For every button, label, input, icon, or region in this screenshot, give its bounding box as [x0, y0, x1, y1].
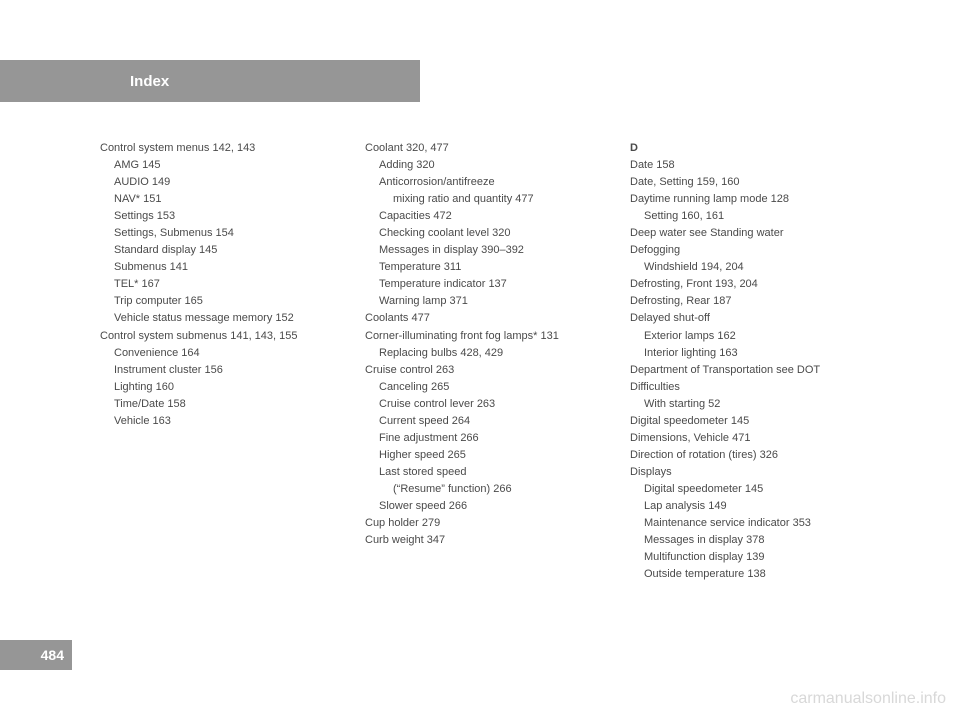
index-entry: Delayed shut-off: [630, 310, 885, 327]
index-entry: Daytime running lamp mode 128: [630, 191, 885, 208]
index-entry: Lighting 160: [100, 379, 355, 396]
index-entry: Defrosting, Front 193, 204: [630, 276, 885, 293]
index-entry: Corner-illuminating front fog lamps* 131: [365, 328, 620, 345]
index-entry: Exterior lamps 162: [630, 328, 885, 345]
index-entry: Messages in display 378: [630, 532, 885, 549]
page-number: 484: [0, 640, 72, 670]
index-entry: Last stored speed: [365, 464, 620, 481]
index-entry: (“Resume” function) 266: [365, 481, 620, 498]
index-entry: Convenience 164: [100, 345, 355, 362]
index-entry: Date 158: [630, 157, 885, 174]
index-entry: Settings 153: [100, 208, 355, 225]
index-entry: Digital speedometer 145: [630, 413, 885, 430]
index-entry: Maintenance service indicator 353: [630, 515, 885, 532]
index-entry: Standard display 145: [100, 242, 355, 259]
index-entry: Displays: [630, 464, 885, 481]
index-entry: Temperature indicator 137: [365, 276, 620, 293]
page: Index Control system menus 142, 143AMG 1…: [0, 0, 960, 720]
index-entry: Current speed 264: [365, 413, 620, 430]
index-entry: Fine adjustment 266: [365, 430, 620, 447]
index-entry: Digital speedometer 145: [630, 481, 885, 498]
index-entry: Windshield 194, 204: [630, 259, 885, 276]
header-title: Index: [130, 73, 169, 90]
index-entry: Coolant 320, 477: [365, 140, 620, 157]
index-entry: With starting 52: [630, 396, 885, 413]
index-entry: Dimensions, Vehicle 471: [630, 430, 885, 447]
index-entry: Curb weight 347: [365, 532, 620, 549]
index-entry: Department of Transportation see DOT: [630, 362, 885, 379]
index-entry: Deep water see Standing water: [630, 225, 885, 242]
index-entry: Capacities 472: [365, 208, 620, 225]
index-entry: Cruise control lever 263: [365, 396, 620, 413]
index-entry: Defrosting, Rear 187: [630, 293, 885, 310]
index-entry: AMG 145: [100, 157, 355, 174]
index-entry: Multifunction display 139: [630, 549, 885, 566]
index-entry: Trip computer 165: [100, 293, 355, 310]
index-column-3: DDate 158Date, Setting 159, 160Daytime r…: [630, 140, 885, 583]
index-entry: Setting 160, 161: [630, 208, 885, 225]
index-entry: Instrument cluster 156: [100, 362, 355, 379]
index-entry: Vehicle status message memory 152: [100, 310, 355, 327]
index-entry: Settings, Submenus 154: [100, 225, 355, 242]
index-columns: Control system menus 142, 143AMG 145AUDI…: [100, 140, 885, 583]
index-entry: D: [630, 140, 885, 157]
index-entry: Submenus 141: [100, 259, 355, 276]
index-entry: Vehicle 163: [100, 413, 355, 430]
index-entry: TEL* 167: [100, 276, 355, 293]
index-entry: Checking coolant level 320: [365, 225, 620, 242]
index-entry: Date, Setting 159, 160: [630, 174, 885, 191]
index-entry: Temperature 311: [365, 259, 620, 276]
index-entry: AUDIO 149: [100, 174, 355, 191]
index-entry: Control system submenus 141, 143, 155: [100, 328, 355, 345]
index-entry: Lap analysis 149: [630, 498, 885, 515]
index-entry: Adding 320: [365, 157, 620, 174]
index-entry: Interior lighting 163: [630, 345, 885, 362]
index-entry: Time/Date 158: [100, 396, 355, 413]
index-entry: Anticorrosion/antifreeze: [365, 174, 620, 191]
index-entry: Defogging: [630, 242, 885, 259]
index-entry: Difficulties: [630, 379, 885, 396]
index-entry: Outside temperature 138: [630, 566, 885, 583]
index-entry: NAV* 151: [100, 191, 355, 208]
index-column-2: Coolant 320, 477Adding 320Anticorrosion/…: [365, 140, 620, 583]
header-bar: Index: [0, 60, 420, 102]
index-column-1: Control system menus 142, 143AMG 145AUDI…: [100, 140, 355, 583]
index-entry: Cup holder 279: [365, 515, 620, 532]
index-entry: Cruise control 263: [365, 362, 620, 379]
index-entry: Coolants 477: [365, 310, 620, 327]
index-entry: Warning lamp 371: [365, 293, 620, 310]
index-entry: Replacing bulbs 428, 429: [365, 345, 620, 362]
index-entry: Direction of rotation (tires) 326: [630, 447, 885, 464]
index-entry: Canceling 265: [365, 379, 620, 396]
index-entry: Higher speed 265: [365, 447, 620, 464]
index-entry: Messages in display 390–392: [365, 242, 620, 259]
index-entry: Slower speed 266: [365, 498, 620, 515]
index-entry: Control system menus 142, 143: [100, 140, 355, 157]
index-entry: mixing ratio and quantity 477: [365, 191, 620, 208]
watermark: carmanualsonline.info: [790, 690, 946, 708]
